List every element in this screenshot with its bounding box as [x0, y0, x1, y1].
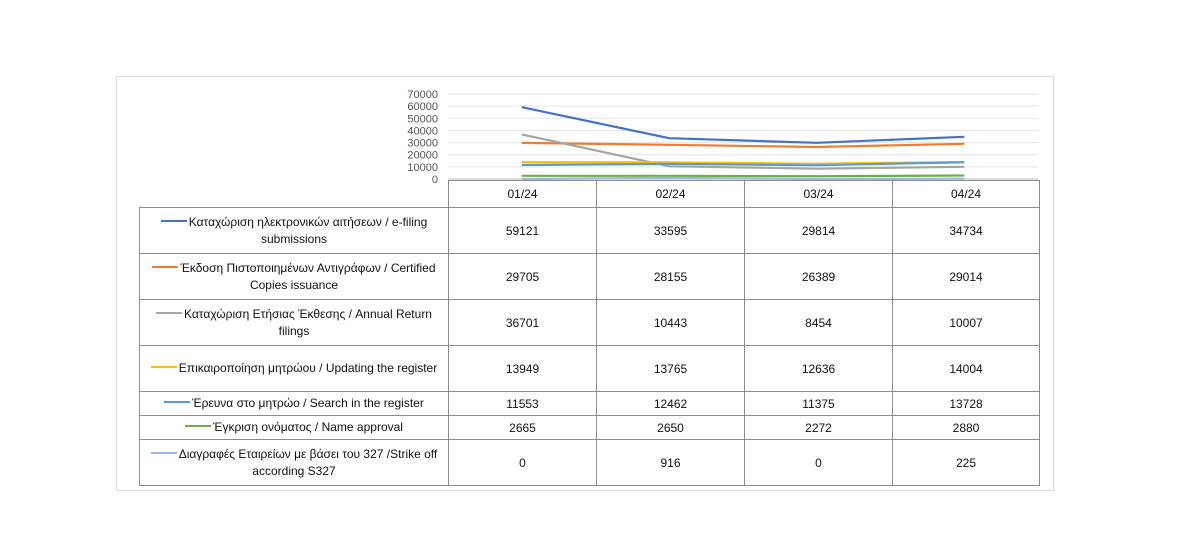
y-tick-label: 20000 — [407, 150, 438, 162]
legend-swatch — [150, 452, 177, 455]
table-row: Έκδοση Πιστοποιημένων Αντιγράφων / Certi… — [139, 253, 1040, 300]
legend-swatch — [156, 312, 183, 315]
category-header: 03/24 — [744, 180, 893, 208]
table-cell: 59121 — [448, 207, 597, 254]
table-cell: 13765 — [596, 345, 745, 392]
table-cell: 2650 — [596, 415, 745, 440]
table-cell: 2880 — [892, 415, 1040, 440]
category-header: 01/24 — [448, 180, 597, 208]
table-row: Έγκριση ονόματος / Name approval 2665 26… — [139, 415, 1040, 440]
table-cell: 2665 — [448, 415, 597, 440]
y-tick-label: 70000 — [407, 89, 438, 101]
legend-swatch — [152, 266, 179, 269]
series-legend-label: Έρευνα στο μητρώο / Search in the regist… — [139, 391, 449, 416]
table-cell: 36701 — [448, 299, 597, 346]
series-line-3 — [521, 133, 965, 170]
header-corner — [139, 180, 449, 208]
table-cell: 11375 — [744, 391, 893, 416]
series-line-1 — [521, 106, 965, 144]
series-legend-label: Καταχώριση ηλεκτρονικών αιτήσεων / e-fil… — [139, 207, 449, 254]
legend-swatch — [160, 220, 187, 223]
table-cell: 26389 — [744, 253, 893, 300]
series-line-6 — [521, 174, 965, 178]
table-row: Καταχώριση Ετήσιας Έκθεσης / Annual Retu… — [139, 299, 1040, 346]
table-cell: 13728 — [892, 391, 1040, 416]
table-cell: 8454 — [744, 299, 893, 346]
series-line-5 — [521, 161, 965, 167]
table-cell: 13949 — [448, 345, 597, 392]
table-row: Διαγραφές Εταιρείων με βάσει του 327 /St… — [139, 439, 1040, 486]
series-legend-label: Έγκριση ονόματος / Name approval — [139, 415, 449, 440]
y-tick-label: 30000 — [407, 138, 438, 150]
table-cell: 12636 — [744, 345, 893, 392]
table-cell: 29705 — [448, 253, 597, 300]
series-legend-label: Καταχώριση Ετήσιας Έκθεσης / Annual Retu… — [139, 299, 449, 346]
table-cell: 12462 — [596, 391, 745, 416]
y-tick-label: 50000 — [407, 113, 438, 125]
series-line-2 — [521, 141, 965, 149]
table-cell: 29014 — [892, 253, 1040, 300]
table-cell: 14004 — [892, 345, 1040, 392]
y-tick-label: 40000 — [407, 125, 438, 137]
series-legend-label: Έκδοση Πιστοποιημένων Αντιγράφων / Certi… — [139, 253, 449, 300]
table-cell: 225 — [892, 439, 1040, 486]
table-cell: 28155 — [596, 253, 745, 300]
table-header-row: 01/24 02/24 03/24 04/24 — [139, 180, 1040, 208]
category-header: 04/24 — [892, 180, 1040, 208]
data-table: 01/24 02/24 03/24 04/24 Καταχώριση ηλεκτ… — [139, 180, 1040, 486]
table-cell: 2272 — [744, 415, 893, 440]
table-cell: 33595 — [596, 207, 745, 254]
table-cell: 11553 — [448, 391, 597, 416]
series-legend-label: Επικαιροποίηση μητρώου / Updating the re… — [139, 345, 449, 392]
y-tick-label: 60000 — [407, 101, 438, 113]
table-cell: 0 — [744, 439, 893, 486]
legend-swatch — [164, 401, 191, 404]
table-cell: 29814 — [744, 207, 893, 254]
legend-swatch — [150, 366, 177, 369]
table-row: Επικαιροποίηση μητρώου / Updating the re… — [139, 345, 1040, 392]
y-tick-label: 0 — [432, 174, 438, 186]
y-tick-label: 10000 — [407, 162, 438, 174]
legend-swatch — [185, 425, 212, 428]
category-header: 02/24 — [596, 180, 745, 208]
table-row: Καταχώριση ηλεκτρονικών αιτήσεων / e-fil… — [139, 207, 1040, 254]
table-cell: 10443 — [596, 299, 745, 346]
table-cell: 34734 — [892, 207, 1040, 254]
series-line-7 — [521, 176, 965, 181]
series-lines — [521, 106, 965, 181]
series-legend-label: Διαγραφές Εταιρείων με βάσει του 327 /St… — [139, 439, 449, 486]
table-cell: 0 — [448, 439, 597, 486]
table-cell: 916 — [596, 439, 745, 486]
table-cell: 10007 — [892, 299, 1040, 346]
table-row: Έρευνα στο μητρώο / Search in the regist… — [139, 391, 1040, 416]
